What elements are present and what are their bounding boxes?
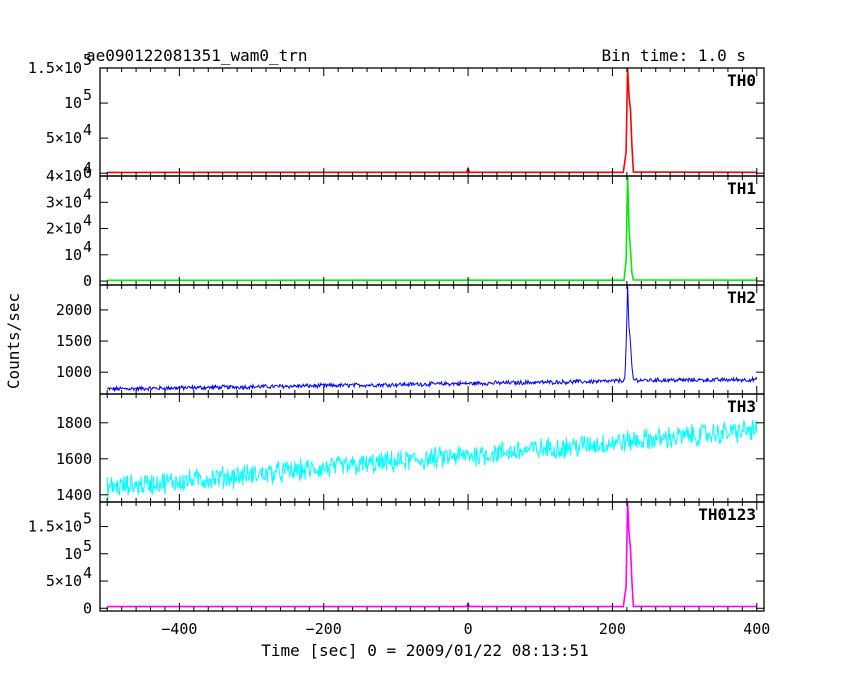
y-tick-label: 1800: [56, 414, 92, 432]
y-tick-label-exponent: 4: [83, 212, 92, 230]
y-tick-label: 0: [83, 599, 92, 617]
x-tick-label: −400: [161, 620, 197, 638]
panel-frame: [99, 284, 765, 395]
panel-frame: [99, 393, 765, 503]
chart-title: ae090122081351_wam0_trn: [86, 46, 308, 65]
y-tick-label: 1500: [56, 332, 92, 350]
y-tick-label-exponent: 5: [83, 86, 92, 104]
x-tick-label: −200: [306, 620, 342, 638]
panel-th3: 1400 1600 1800 TH3: [56, 393, 765, 504]
y-tick-label-exponent: 4: [83, 238, 92, 256]
y-tick-label: 2000: [56, 301, 92, 319]
y-tick-label: 1.5×10: [28, 59, 82, 77]
y-tick-label: 1400: [56, 486, 92, 504]
y-tick-label: 5×10: [46, 572, 82, 590]
y-tick-label: 5×10: [46, 129, 82, 147]
panel-label-th0123: TH0123: [698, 505, 756, 524]
panel-frame: [99, 501, 765, 612]
series-line-th0: [107, 68, 757, 174]
x-axis-ticks: −400 −200 0 200 400: [161, 620, 770, 638]
series-line-th2: [106, 285, 758, 393]
y-tick-label-exponent: 5: [83, 537, 92, 555]
y-axis-label: Counts/sec: [4, 293, 23, 389]
y-tick-label: 4×10: [46, 167, 82, 185]
panel-frame: [99, 67, 765, 177]
series-line-th3: [106, 419, 758, 500]
panel-label-th3: TH3: [727, 397, 756, 416]
y-tick-label-exponent: 4: [83, 121, 92, 139]
y-tick-label: 1000: [56, 363, 92, 381]
y-tick-label: 10: [64, 94, 82, 112]
panel-label-th2: TH2: [727, 288, 756, 307]
y-tick-label: 3×10: [46, 193, 82, 211]
y-tick-label: 2×10: [46, 220, 82, 238]
y-tick-label: 1.5×10: [28, 518, 82, 536]
y-tick-label: 0: [83, 164, 92, 182]
y-tick-label-exponent: 4: [83, 159, 92, 177]
panel-th0123: 05×10 410 51.5×10 5 TH0123: [28, 501, 765, 617]
y-tick-label: 10: [64, 246, 82, 264]
x-tick-label: 400: [743, 620, 770, 638]
panel-label-th0: TH0: [727, 71, 756, 90]
series-line-th0123: [107, 502, 757, 608]
series-line-th1: [107, 176, 757, 282]
x-tick-label: 200: [599, 620, 626, 638]
x-tick-label: 0: [464, 620, 473, 638]
panel-th2: 1000 1500 2000 TH2: [56, 284, 765, 395]
y-tick-label-exponent: 5: [83, 51, 92, 69]
x-axis-label: Time [sec] 0 = 2009/01/22 08:13:51: [261, 641, 589, 660]
panel-label-th1: TH1: [727, 179, 756, 198]
y-tick-label: 0: [83, 272, 92, 290]
y-tick-label-exponent: 5: [83, 510, 92, 528]
y-tick-label-exponent: 4: [83, 185, 92, 203]
y-tick-label-exponent: 4: [83, 564, 92, 582]
y-tick-label: 10: [64, 545, 82, 563]
y-tick-label: 1600: [56, 450, 92, 468]
panel-frame: [99, 175, 765, 286]
bin-time-label: Bin time: 1.0 s: [602, 46, 747, 65]
